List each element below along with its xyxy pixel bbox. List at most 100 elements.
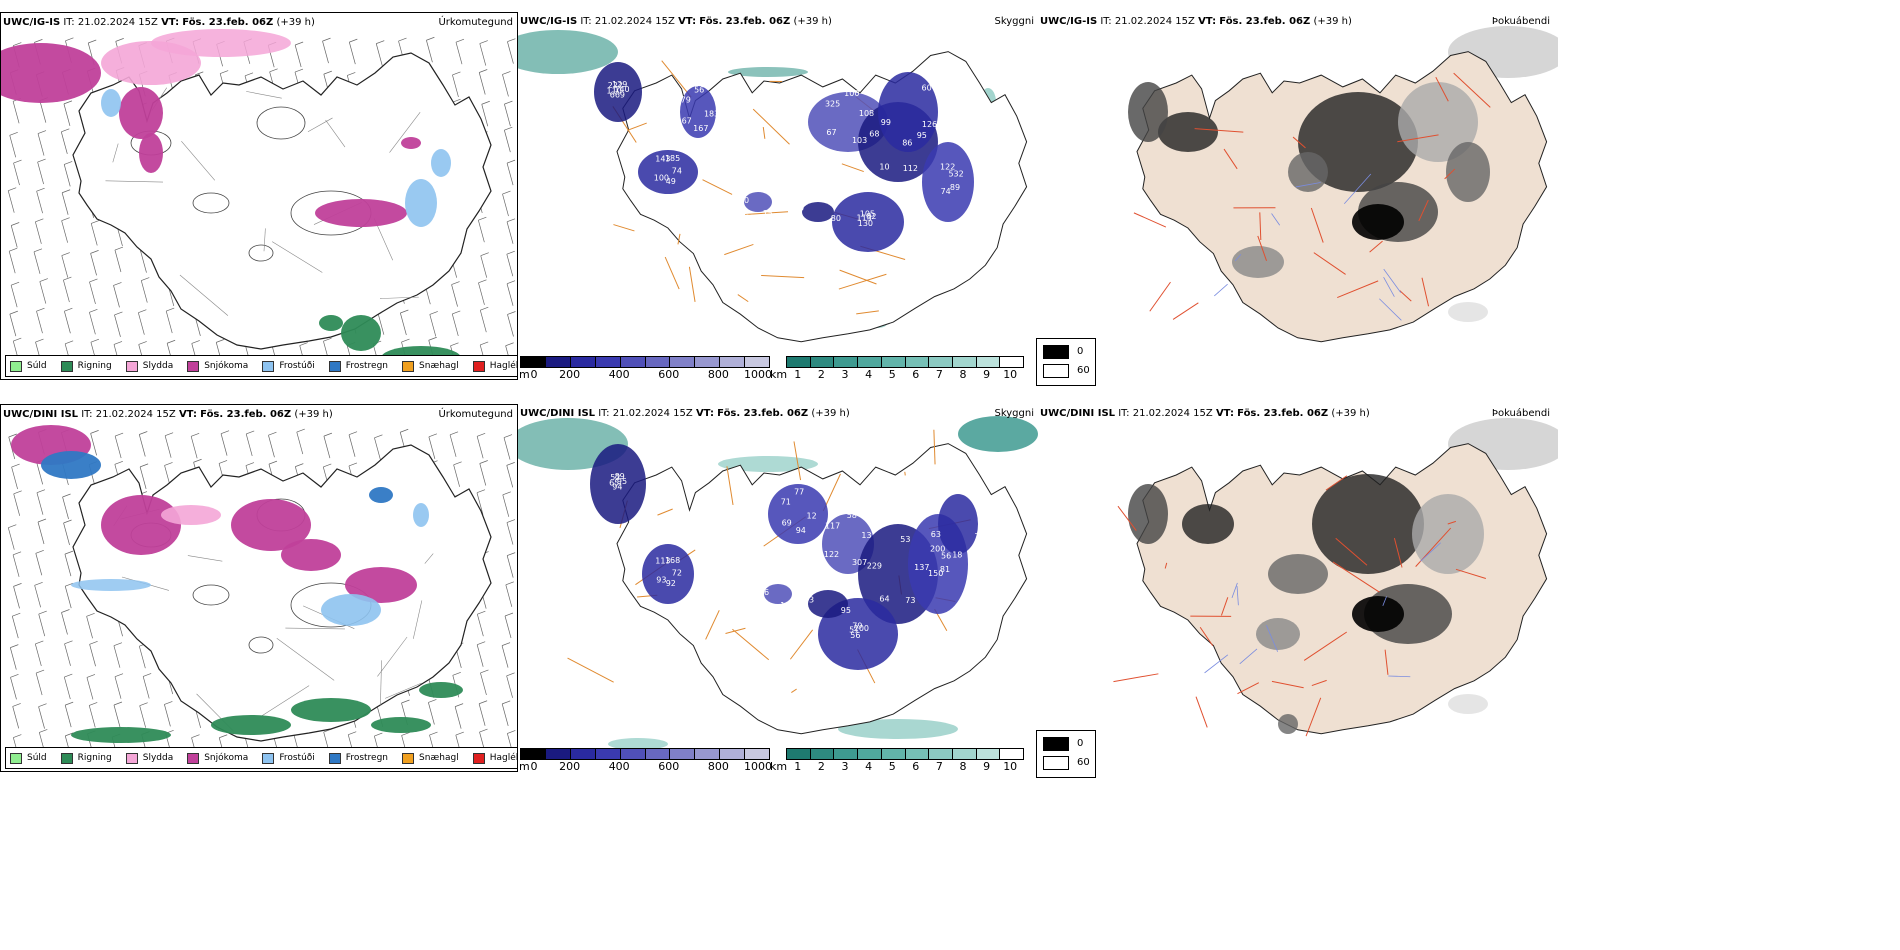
colorbar-cell: [570, 749, 596, 759]
sleet-area: [151, 29, 291, 57]
snow-area: [281, 539, 341, 571]
visibility-value-label: 105: [813, 572, 828, 581]
visibility-value-label: 143: [655, 155, 670, 164]
freezing-drizzle-area: [413, 503, 429, 527]
colorbar-tick-label: 5: [888, 368, 896, 380]
visibility-value-label: 73: [905, 596, 915, 605]
rain-area: [211, 715, 291, 735]
visibility-value-label: 86: [759, 588, 769, 597]
colorbar-tick-label: 200: [559, 368, 581, 380]
colorbar-cell: [858, 357, 882, 367]
legend-item: Slydda: [125, 360, 174, 372]
colorbar-cell: [570, 357, 596, 367]
colorbar-tick-label: 200: [559, 760, 581, 772]
visibility-value-label: 130: [858, 219, 873, 228]
panel-title: Skyggni: [994, 16, 1034, 27]
visibility-value-label: 93: [656, 576, 666, 585]
rain-area: [291, 698, 371, 722]
legend-swatch: [187, 752, 200, 764]
colorbar-cell: [881, 749, 906, 759]
visibility-value-label: 10: [739, 196, 749, 205]
visibility-value-label: 65: [609, 479, 619, 488]
colorbar-tick-label: 800: [707, 760, 729, 772]
snow-area: [345, 567, 417, 603]
legend-swatch: [60, 752, 73, 764]
colorbar-tick-label: 3: [841, 760, 849, 772]
colorbar-tick-label: 6: [912, 760, 920, 772]
visibility-value-label: 126: [922, 120, 937, 129]
visibility-value-label: 81: [766, 570, 776, 579]
precip-areas: [11, 425, 463, 743]
colorbar-cell: [645, 749, 671, 759]
colorbar-cell: [881, 357, 906, 367]
legend-item: Súld: [10, 752, 47, 764]
precip-legend: Súld Rigning Slydda Snjókoma Frostúði Frostre…: [5, 355, 517, 377]
colorbar-cell: [521, 357, 546, 367]
visibility-value-label: 60: [794, 204, 804, 213]
colorbar-cell: [929, 749, 953, 759]
visibility-value-label: 82: [866, 212, 876, 221]
visibility-value-label: 56: [850, 631, 860, 640]
visibility-value-label: 86: [902, 139, 912, 148]
legend-swatch: [10, 360, 22, 372]
colorbar-tick-label: 5: [888, 760, 896, 772]
visibility-value-label: 67: [826, 128, 836, 137]
snow-area: [119, 87, 163, 139]
panel-title: Þokuábendi: [1491, 408, 1550, 419]
legend-label: Snjókoma: [204, 361, 249, 371]
fog-index-area: [1412, 494, 1484, 574]
legend-label: Snæhagl: [419, 753, 459, 763]
legend-swatch: [402, 360, 415, 372]
freezing-drizzle-area: [321, 594, 381, 626]
visibility-value-label: 229: [867, 561, 882, 570]
colorbar-cell: [670, 357, 696, 367]
visibility-value-label: 168: [665, 556, 680, 565]
legend-item: Haglél: [472, 360, 517, 372]
fog-index-area: [1446, 142, 1490, 202]
legend-label: Rigning: [77, 361, 112, 371]
legend-label: Snjókoma: [204, 753, 249, 763]
visibility-value-label: 95: [917, 131, 927, 140]
fog-index-area: [1278, 714, 1298, 734]
colorbar-cell: [834, 749, 859, 759]
legend-label: Slydda: [142, 361, 174, 371]
colorbar-tick-label: 3: [841, 368, 849, 380]
snow-area: [401, 137, 421, 149]
visibility-value-label: 222: [608, 81, 623, 90]
visibility-value-label: 167: [693, 124, 708, 133]
visibility-value-label: 307: [852, 558, 867, 567]
visibility-value-label: 56: [694, 86, 704, 95]
panel-title: Úrkomutegund: [438, 17, 513, 28]
visibility-value-label: 74: [941, 187, 951, 196]
panel-title: Úrkomutegund: [438, 409, 513, 420]
fog-index-area: [1128, 82, 1168, 142]
legend-item: Rigning: [60, 752, 112, 764]
fog-index-area: [1352, 596, 1404, 632]
visibility-value-label: 10: [879, 163, 889, 172]
low-visibility-areas: [518, 416, 1038, 750]
legend-label: Snæhagl: [419, 361, 459, 371]
visibility-value-label: 60: [922, 84, 932, 93]
freezing-drizzle-area: [431, 149, 451, 177]
colorbar-cell: [834, 357, 859, 367]
visibility-value-label: 94: [796, 526, 806, 535]
fog-index-areas: [1128, 82, 1490, 278]
coastline: [72, 444, 492, 742]
elevation-area: [642, 544, 694, 604]
rain-area: [319, 315, 343, 331]
visibility-value-label: 129: [612, 80, 627, 89]
elevation-colorbar: 0 200 400 600 800 1000 m: [519, 356, 772, 380]
visibility-value-label: 58: [847, 511, 857, 520]
snow-area: [139, 133, 163, 173]
fog-index-area: [1268, 554, 1328, 594]
snow-area: [315, 199, 407, 227]
colorbar-cell: [787, 357, 811, 367]
colorbar-unit: km: [770, 760, 788, 772]
legend-item: Frostregn: [328, 752, 388, 764]
colorbar-tick-label: 10: [1003, 368, 1018, 380]
fog-haze-area: [1448, 302, 1488, 322]
colorbar-tick-label: 2: [817, 368, 825, 380]
visibility-value-label: 84: [768, 605, 778, 614]
visibility-value-label: 200: [930, 544, 945, 553]
